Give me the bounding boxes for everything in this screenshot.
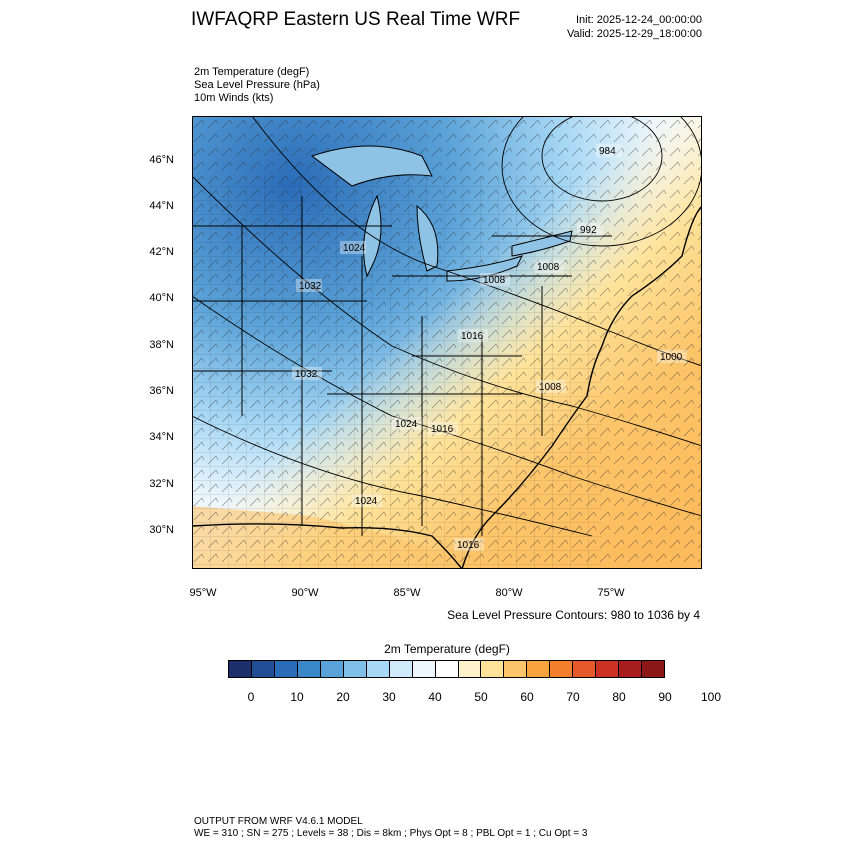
lon-label: 85°W (393, 587, 421, 599)
colorbar-tick-label: 80 (612, 690, 626, 704)
lat-label: 46°N (149, 154, 174, 166)
pressure-label: 1024 (355, 496, 378, 507)
model-version: OUTPUT FROM WRF V4.6.1 MODEL (194, 816, 363, 827)
colorbar-tick-label: 60 (520, 690, 534, 704)
colorbar-swatch (251, 661, 275, 677)
colorbar-title: 2m Temperature (degF) (384, 642, 510, 656)
pressure-label: 1032 (299, 281, 322, 292)
lat-label: 44°N (149, 200, 174, 212)
colorbar-swatch (320, 661, 344, 677)
pressure-label: 1024 (343, 243, 366, 254)
lon-label: 90°W (291, 587, 319, 599)
colorbar-swatch (481, 661, 505, 677)
isobars (192, 116, 702, 537)
field-temperature: 2m Temperature (degF) (194, 66, 310, 78)
colorbar-swatch (229, 661, 252, 677)
colorbar-swatch (366, 661, 390, 677)
field-pressure: Sea Level Pressure (hPa) (194, 79, 320, 91)
colorbar-swatch (642, 661, 665, 677)
colorbar-tick-label: 100 (700, 690, 722, 704)
pressure-label: 1008 (537, 262, 560, 273)
pressure-label: 1008 (483, 275, 506, 286)
pressure-label-group: 984 992 1024 1032 1008 1008 1016 1000 10… (292, 144, 687, 551)
colorbar-swatch (389, 661, 413, 677)
lat-label: 34°N (149, 431, 174, 443)
pressure-label: 1016 (457, 540, 480, 551)
pressure-label: 992 (580, 225, 597, 236)
map-frame (192, 116, 702, 569)
colorbar-tick-label: 10 (290, 690, 304, 704)
colorbar-swatch (504, 661, 528, 677)
colorbar-tick-label: 30 (382, 690, 396, 704)
model-info: OUTPUT FROM WRF V4.6.1 MODEL WE = 310 ; … (194, 816, 587, 840)
colorbar-tick-label: 90 (658, 690, 672, 704)
init-valid-times: Init: 2025-12-24_00:00:00 Valid: 2025-12… (567, 13, 702, 41)
colorbar-tick-label: 70 (566, 690, 580, 704)
init-time: Init: 2025-12-24_00:00:00 (576, 14, 702, 26)
pressure-label: 984 (599, 146, 616, 157)
lat-label: 30°N (149, 524, 174, 536)
weather-map: 984 992 1024 1032 1008 1008 1016 1000 10… (192, 116, 702, 569)
colorbar-swatch (573, 661, 597, 677)
model-config: WE = 310 ; SN = 275 ; Levels = 38 ; Dis … (194, 828, 588, 839)
valid-time: Valid: 2025-12-29_18:00:00 (567, 28, 702, 40)
colorbar-swatch (596, 661, 620, 677)
colorbar-swatch (274, 661, 298, 677)
lat-label: 38°N (149, 339, 174, 351)
lon-label: 80°W (495, 587, 523, 599)
colorbar-swatch (619, 661, 643, 677)
colorbar-tick-label: 0 (247, 690, 255, 704)
lat-label: 36°N (149, 385, 174, 397)
colorbar (228, 660, 665, 678)
colorbar-swatch (458, 661, 482, 677)
pressure-label: 1008 (539, 382, 562, 393)
colorbar-tick-label: 50 (474, 690, 488, 704)
map-title: IWFAQRP Eastern US Real Time WRF (191, 9, 521, 30)
pressure-label: 1032 (295, 369, 318, 380)
lon-label: 75°W (597, 587, 625, 599)
colorbar-swatch (412, 661, 436, 677)
contour-note: Sea Level Pressure Contours: 980 to 1036… (447, 608, 700, 622)
pressure-label: 1016 (461, 331, 484, 342)
colorbar-swatch (435, 661, 459, 677)
colorbar-swatch (527, 661, 551, 677)
colorbar-swatch (550, 661, 574, 677)
field-list: 2m Temperature (degF) Sea Level Pressure… (194, 66, 320, 105)
colorbar-tick-label: 40 (428, 690, 442, 704)
coastline (192, 205, 702, 569)
lat-label: 42°N (149, 246, 174, 258)
pressure-label: 1024 (395, 419, 418, 430)
colorbar-swatch (297, 661, 321, 677)
colorbar-swatch (343, 661, 367, 677)
lat-label: 40°N (149, 292, 174, 304)
state-boundaries (192, 196, 612, 536)
pressure-label: 1016 (431, 424, 454, 435)
lon-label: 95°W (189, 587, 217, 599)
lat-label: 32°N (149, 478, 174, 490)
colorbar-tick-label: 20 (336, 690, 350, 704)
great-lakes (310, 145, 573, 282)
field-winds: 10m Winds (kts) (194, 92, 274, 104)
pressure-label: 1000 (660, 352, 683, 363)
